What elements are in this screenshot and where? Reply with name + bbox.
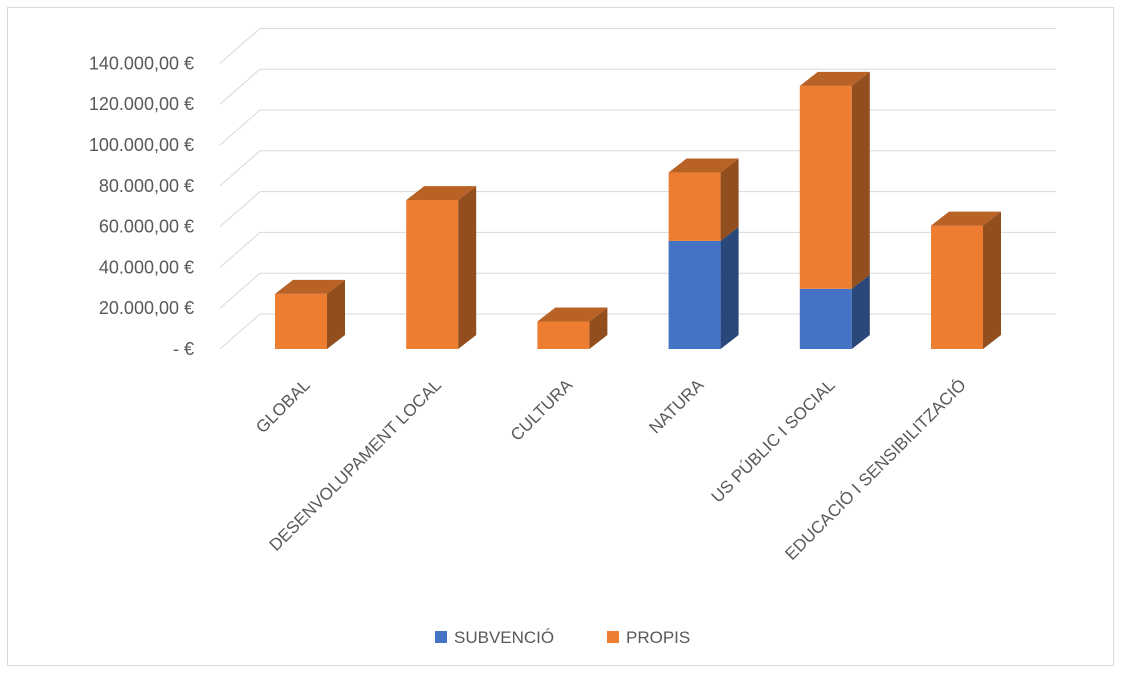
legend-swatch bbox=[435, 631, 447, 643]
gridline-depth bbox=[219, 313, 261, 350]
bar-front bbox=[668, 240, 721, 349]
bar-front bbox=[799, 85, 852, 289]
bar-segment-propis bbox=[931, 211, 1001, 349]
bar-front bbox=[537, 321, 590, 349]
y-axis-tick-labels: - € 20.000,00 € 40.000,00 € 60.000,00 € 80.0… bbox=[89, 53, 194, 359]
bar-segment-propis bbox=[799, 71, 870, 289]
bar-segment-subvencio bbox=[799, 274, 870, 349]
y-tick-label: 80.000,00 € bbox=[99, 176, 194, 196]
stacked-column-chart: - € 20.000,00 € 40.000,00 € 60.000,00 € 80.0… bbox=[89, 27, 1056, 647]
x-tick-label: GLOBAL bbox=[252, 375, 314, 437]
bar-front bbox=[931, 225, 983, 349]
bar-top bbox=[537, 307, 608, 322]
gridline-depth bbox=[219, 109, 261, 146]
y-tick-label: 140.000,00 € bbox=[89, 53, 194, 73]
bar-side bbox=[720, 226, 739, 349]
legend-item: SUBVENCIÓ bbox=[435, 628, 554, 647]
gridline-depth bbox=[219, 150, 261, 187]
bar-side bbox=[720, 158, 739, 241]
gridline-depth bbox=[219, 232, 261, 268]
bar-segment-propis bbox=[668, 158, 739, 241]
bar-top bbox=[668, 158, 739, 173]
gridlines bbox=[219, 27, 1056, 350]
gridline-depth bbox=[219, 191, 261, 227]
bar-front bbox=[275, 293, 327, 349]
x-tick-label: US PÚBLIC I SOCIAL bbox=[708, 375, 839, 506]
bar-segment-propis bbox=[537, 307, 608, 349]
bar-side bbox=[851, 274, 870, 349]
x-tick-label: CULTURA bbox=[507, 375, 577, 445]
bar-segment-subvencio bbox=[668, 226, 739, 349]
y-tick-label: 100.000,00 € bbox=[89, 135, 194, 155]
y-tick-label: - € bbox=[173, 339, 194, 359]
y-tick-label: 120.000,00 € bbox=[89, 94, 194, 114]
legend-item: PROPIS bbox=[607, 628, 690, 647]
legend-label: SUBVENCIÓ bbox=[454, 628, 554, 647]
bar-top bbox=[799, 71, 870, 86]
bar-top bbox=[931, 211, 1001, 226]
gridline-depth bbox=[219, 68, 261, 105]
bar-top bbox=[275, 279, 345, 294]
legend: SUBVENCIÓ PROPIS bbox=[435, 628, 690, 647]
bar-front bbox=[406, 200, 459, 349]
y-tick-label: 20.000,00 € bbox=[99, 298, 194, 318]
gridline-depth bbox=[219, 28, 261, 64]
y-tick-label: 60.000,00 € bbox=[99, 217, 194, 237]
x-tick-label: NATURA bbox=[645, 375, 707, 437]
bars bbox=[275, 71, 1001, 349]
bar-top bbox=[406, 186, 477, 201]
legend-swatch bbox=[607, 631, 619, 643]
bar-side bbox=[851, 71, 870, 289]
bar-side bbox=[327, 279, 345, 349]
bar-segment-propis bbox=[406, 186, 477, 349]
chart-area: - € 20.000,00 € 40.000,00 € 60.000,00 € 80.0… bbox=[7, 7, 1114, 666]
bar-front bbox=[799, 288, 852, 349]
bar-side bbox=[458, 186, 477, 349]
bar-segment-propis bbox=[275, 279, 345, 349]
gridline-depth bbox=[219, 272, 261, 309]
y-tick-label: 40.000,00 € bbox=[99, 257, 194, 277]
legend-label: PROPIS bbox=[626, 628, 690, 647]
bar-side bbox=[983, 211, 1001, 349]
bar-front bbox=[668, 172, 721, 241]
bar-side bbox=[589, 307, 608, 349]
